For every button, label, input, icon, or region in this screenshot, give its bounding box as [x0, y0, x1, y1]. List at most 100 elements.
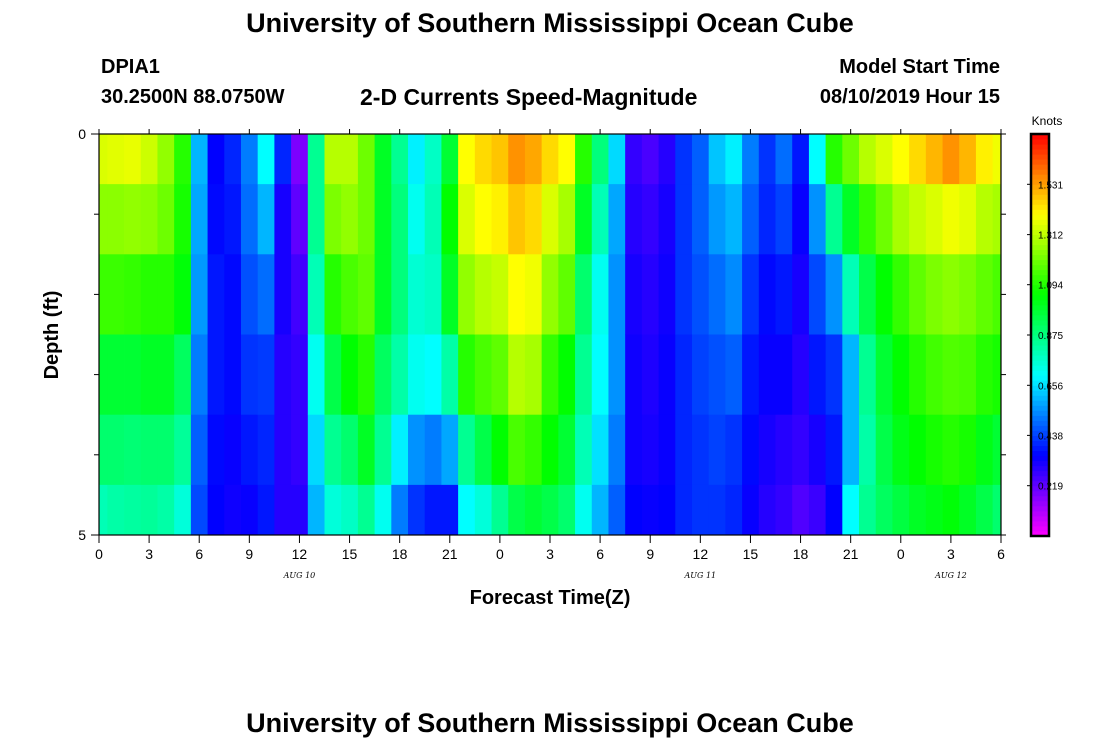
colorbar-swatch: [1031, 380, 1049, 386]
colorbar-swatch: [1031, 520, 1049, 527]
colorbar-swatch: [1031, 179, 1049, 185]
heatmap-cell: [808, 334, 827, 416]
heatmap-cell: [99, 254, 108, 335]
colorbar-swatch: [1031, 430, 1049, 436]
colorbar-swatch: [1031, 335, 1049, 341]
heatmap-cell: [207, 484, 225, 536]
heatmap-cell: [825, 254, 843, 335]
colorbar-swatch: [1031, 455, 1049, 462]
heatmap-cell: [224, 184, 242, 255]
heatmap-cell: [658, 414, 676, 486]
heatmap-cell: [792, 184, 810, 255]
heatmap-cell: [792, 334, 810, 416]
heatmap-cell: [959, 134, 977, 185]
heatmap-cell: [842, 484, 860, 536]
heatmap-cell: [207, 184, 225, 255]
heatmap-cell: [257, 334, 275, 416]
heatmap-cell: [925, 184, 943, 255]
heatmap-cell: [575, 414, 593, 486]
heatmap-cell: [207, 134, 225, 185]
colorbar-swatch: [1031, 314, 1049, 321]
heatmap-cell: [474, 334, 492, 416]
heatmap-cell: [992, 414, 1002, 486]
x-tick-label: 0: [897, 546, 905, 562]
colorbar-swatch: [1031, 505, 1049, 512]
heatmap-cell: [625, 134, 643, 185]
heatmap-cell: [675, 134, 693, 185]
heatmap-cell: [458, 484, 476, 536]
x-tick-label: 21: [843, 546, 859, 562]
heatmap-cell: [374, 254, 392, 335]
heatmap-cell: [792, 134, 810, 185]
heatmap-cell: [224, 484, 242, 536]
heatmap-cell: [374, 134, 392, 185]
heatmap-cell: [691, 254, 710, 335]
heatmap-cell: [458, 414, 476, 486]
heatmap-cell: [725, 484, 743, 536]
heatmap-cell: [341, 414, 359, 486]
colorbar-swatch: [1031, 475, 1049, 482]
heatmap-cell: [641, 414, 659, 486]
colorbar-tick-label: 0.656: [1038, 381, 1063, 392]
heatmap-cell: [658, 254, 676, 335]
heatmap-cell: [892, 334, 910, 416]
heatmap-cell: [859, 184, 877, 255]
colorbar-swatch: [1031, 425, 1049, 431]
heatmap-cell: [124, 254, 142, 335]
heatmap-cell: [959, 184, 977, 255]
colorbar-swatch: [1031, 355, 1049, 361]
colorbar-swatch: [1031, 174, 1049, 180]
heatmap-cell: [742, 334, 760, 416]
heatmap-cell: [842, 414, 860, 486]
heatmap-cell: [174, 184, 192, 255]
heatmap-cell: [224, 134, 242, 185]
heatmap-cell: [842, 184, 860, 255]
heatmap-cell: [608, 134, 626, 185]
colorbar-swatch: [1031, 415, 1049, 421]
heatmap-cell: [992, 134, 1002, 185]
heatmap-cell: [307, 334, 325, 416]
heatmap-cell: [558, 134, 576, 185]
heatmap-cell: [491, 184, 509, 255]
heatmap-cell: [541, 184, 559, 255]
heatmap-cell: [257, 484, 275, 536]
heatmap-cell: [474, 414, 492, 486]
heatmap-cell: [959, 334, 977, 416]
heatmap-cell: [240, 334, 259, 416]
colorbar-swatch: [1031, 134, 1049, 140]
heatmap-cell: [541, 254, 559, 335]
heatmap-cell: [558, 484, 576, 536]
heatmap-cell: [391, 414, 409, 486]
heatmap-cell: [925, 134, 943, 185]
colorbar-swatch: [1031, 329, 1049, 336]
heatmap-cell: [408, 414, 426, 486]
heatmap-cell: [742, 484, 760, 536]
heatmap-cell: [99, 484, 108, 536]
x-tick-label: 15: [743, 546, 759, 562]
heatmap-cell: [775, 334, 793, 416]
heatmap-cell: [157, 184, 175, 255]
heatmap-cell: [942, 334, 960, 416]
heatmap-cell: [925, 334, 943, 416]
colorbar-tick-label: 1.531: [1038, 180, 1063, 191]
heatmap-cell: [441, 414, 459, 486]
heatmap-cell: [274, 334, 292, 416]
colorbar-swatch: [1031, 480, 1049, 487]
colorbar-swatch: [1031, 309, 1049, 316]
heatmap-cell: [324, 414, 342, 486]
x-tick-label: 6: [195, 546, 203, 562]
heatmap-cell: [758, 334, 776, 416]
heatmap-cell: [942, 484, 960, 536]
heatmap-cell: [124, 484, 142, 536]
heatmap-cell: [975, 414, 994, 486]
heatmap-cell: [524, 184, 543, 255]
heatmap-cell: [909, 414, 927, 486]
colorbar-swatch: [1031, 259, 1049, 266]
colorbar-swatch: [1031, 495, 1049, 502]
heatmap-cell: [524, 484, 543, 536]
colorbar-swatch: [1031, 435, 1049, 442]
y-tick-label: 5: [78, 527, 86, 543]
heatmap-cell: [959, 484, 977, 536]
heatmap-cell: [458, 254, 476, 335]
heatmap-cell: [909, 254, 927, 335]
